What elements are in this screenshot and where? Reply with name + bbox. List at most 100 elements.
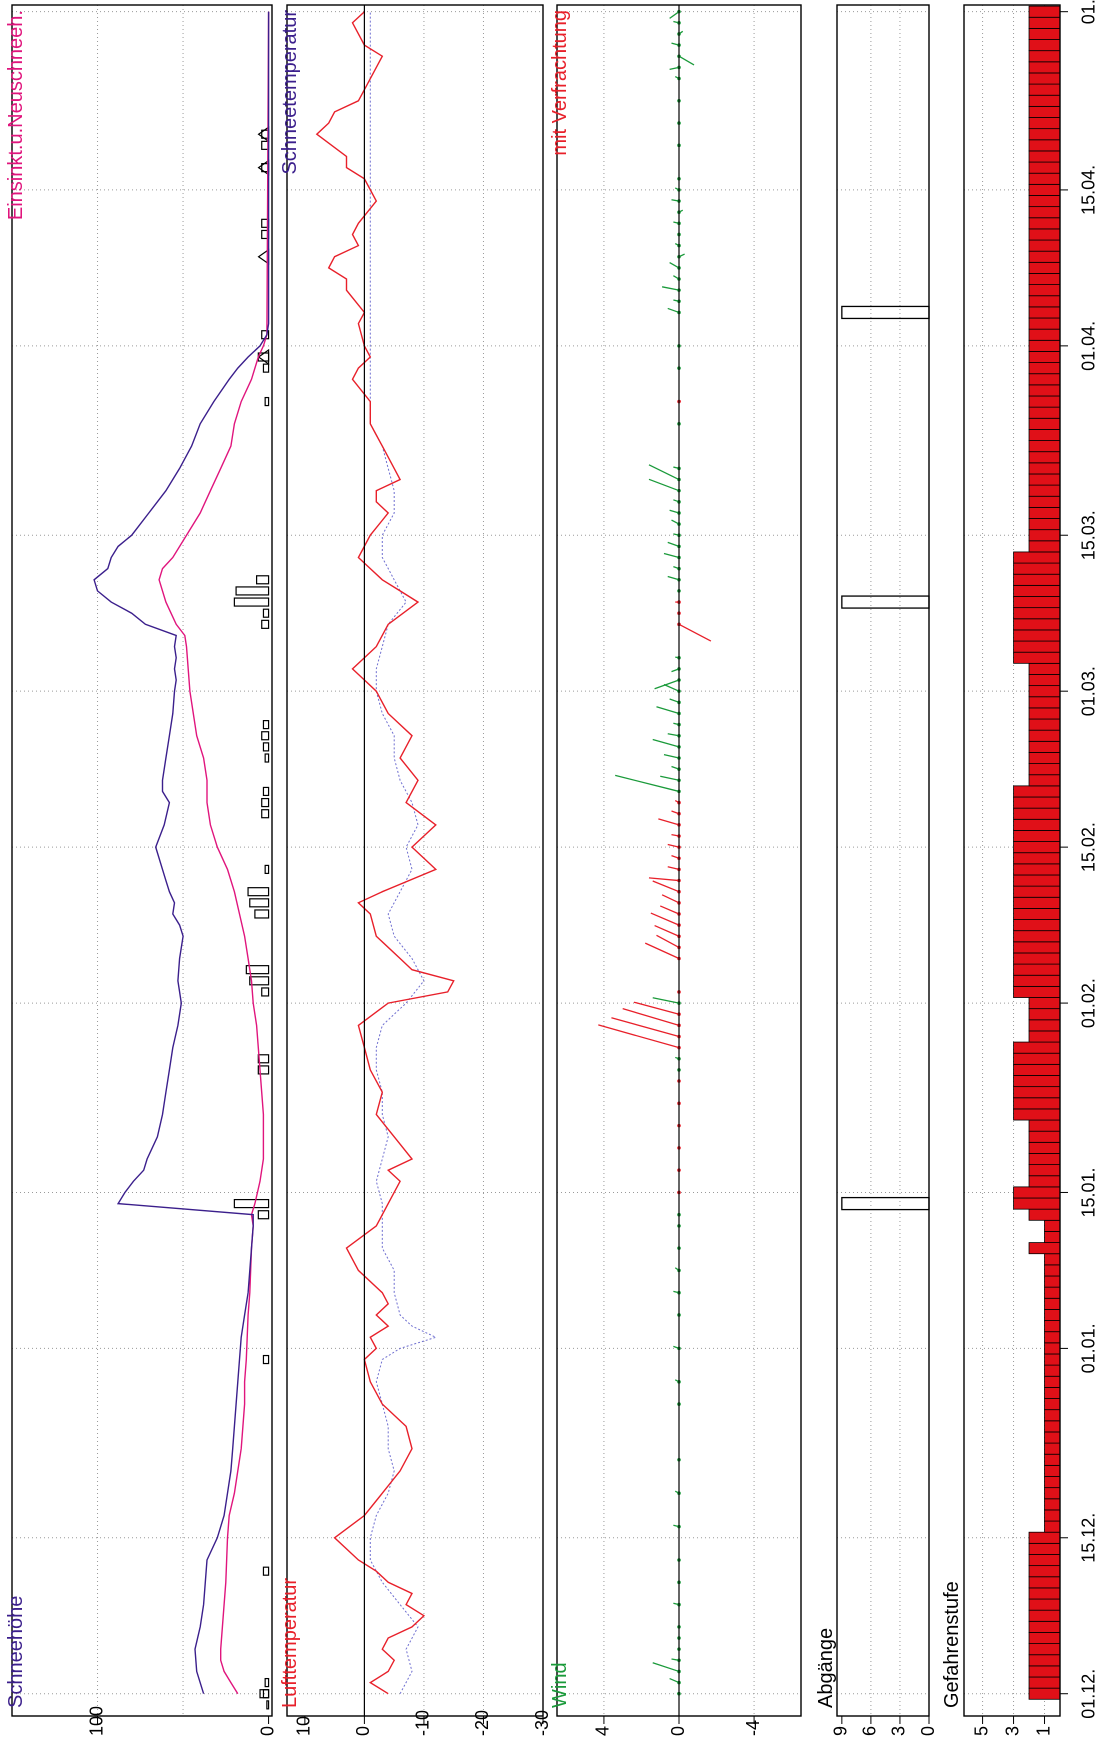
snow-panel-frame bbox=[11, 4, 273, 1717]
snow-new-bar bbox=[257, 1210, 270, 1220]
snow-new-bar bbox=[257, 1065, 270, 1075]
wind-vector bbox=[669, 698, 680, 703]
danger-level-bar bbox=[1028, 451, 1061, 464]
value-tick-label: -10 bbox=[413, 1710, 433, 1736]
date-tick-label: 15.12. bbox=[1079, 1513, 1099, 1563]
danger-level-bar bbox=[1028, 273, 1061, 285]
danger-level-bar bbox=[1013, 573, 1061, 586]
danger-level-bar bbox=[1013, 907, 1061, 920]
danger-level-bar bbox=[1044, 1487, 1061, 1500]
danger-level-bar bbox=[1028, 429, 1061, 441]
danger-level-bar bbox=[1028, 128, 1061, 141]
snow-new-bar bbox=[264, 753, 270, 763]
snow-marker-triangle bbox=[257, 348, 270, 366]
snow-new-bar bbox=[262, 363, 270, 373]
wind-vector bbox=[669, 11, 680, 19]
danger-level-bar bbox=[1028, 105, 1061, 118]
danger-level-bar bbox=[1028, 685, 1061, 698]
wind-vector bbox=[659, 905, 680, 915]
danger-level-bar bbox=[1028, 1665, 1061, 1678]
danger-level-bar bbox=[1028, 183, 1061, 196]
value-tick-label: 0 bbox=[918, 1726, 938, 1736]
snow-new-bar bbox=[261, 987, 270, 997]
danger-level-bar bbox=[1028, 217, 1061, 230]
danger-level-bar bbox=[1028, 707, 1061, 720]
danger-level-bar bbox=[1028, 729, 1061, 742]
danger-level-bar bbox=[1028, 1242, 1061, 1255]
danger-level-bar bbox=[1013, 1063, 1061, 1076]
wind-vector bbox=[611, 1017, 680, 1038]
danger-level-bar bbox=[1044, 1464, 1061, 1477]
snow-marker-triangle bbox=[257, 126, 270, 143]
danger-level-bar bbox=[1028, 239, 1061, 252]
date-tick-label: 01.02. bbox=[1079, 978, 1099, 1028]
danger-panel-frame bbox=[963, 4, 1061, 1717]
danger-level-bar bbox=[1028, 362, 1061, 375]
wind-vector bbox=[674, 1379, 680, 1383]
wind-vector bbox=[663, 754, 680, 759]
wind-vector bbox=[673, 275, 680, 280]
danger-level-bar bbox=[1028, 1632, 1061, 1644]
snow-new-bar bbox=[266, 1700, 270, 1710]
danger-level-bar bbox=[1028, 94, 1061, 107]
danger-level-bar bbox=[1028, 997, 1061, 1010]
danger-level-bar bbox=[1028, 317, 1061, 330]
date-tick-label: 01. bbox=[1079, 0, 1099, 24]
temperature-panel-frame bbox=[286, 4, 544, 1717]
wind-vector bbox=[663, 683, 680, 692]
snow-new-bar bbox=[262, 1566, 270, 1576]
value-tick-label: 3 bbox=[889, 1726, 909, 1736]
wind-vector bbox=[633, 1001, 680, 1015]
temperature-right-title: Schneetemperatur bbox=[279, 10, 301, 175]
wind-vector bbox=[673, 499, 680, 503]
danger-level-bar bbox=[1013, 1097, 1061, 1110]
date-tick-label: 15.03. bbox=[1079, 510, 1099, 560]
danger-level-bar bbox=[1028, 1598, 1061, 1611]
danger-level-bar bbox=[1028, 351, 1061, 363]
danger-level-bar bbox=[1028, 1175, 1061, 1188]
danger-title: Gefahrenstufe bbox=[941, 1581, 963, 1708]
danger-level-bar bbox=[1028, 83, 1061, 96]
wind-vector bbox=[678, 30, 684, 35]
danger-level-bar bbox=[1028, 696, 1061, 709]
wind-vector bbox=[678, 253, 685, 258]
wind-vector bbox=[661, 894, 680, 904]
avalanches-title: Abgänge bbox=[815, 1628, 837, 1708]
danger-level-bar bbox=[1028, 529, 1061, 542]
danger-level-bar bbox=[1013, 985, 1061, 998]
danger-level-bar bbox=[1028, 752, 1061, 764]
wind-vector bbox=[674, 1267, 680, 1271]
danger-level-bar bbox=[1013, 1041, 1061, 1054]
danger-level-bar bbox=[1013, 1075, 1061, 1088]
danger-level-bar bbox=[1028, 172, 1061, 185]
wind-vector bbox=[673, 466, 680, 470]
danger-level-bar bbox=[1028, 384, 1061, 397]
danger-level-bar bbox=[1028, 440, 1061, 453]
danger-level-bar bbox=[1044, 1409, 1061, 1422]
danger-level-bar bbox=[1013, 562, 1061, 575]
value-tick-label: 5 bbox=[971, 1726, 991, 1736]
wind-vector bbox=[671, 765, 680, 770]
snow-left-title: Schneehöhe bbox=[5, 1596, 27, 1708]
danger-level-bar bbox=[1028, 1164, 1061, 1177]
danger-level-bar bbox=[1044, 1320, 1061, 1333]
danger-level-bar bbox=[1028, 1609, 1061, 1622]
danger-level-bar bbox=[1013, 1186, 1061, 1199]
danger-level-bar bbox=[1013, 952, 1061, 965]
danger-level-bar bbox=[1013, 919, 1061, 932]
snow-right-title: Einsinkt.u.Neuschneeh. bbox=[5, 10, 27, 220]
danger-level-bar bbox=[1028, 473, 1061, 486]
wind-vector bbox=[671, 199, 680, 202]
danger-level-bar bbox=[1013, 796, 1061, 809]
wind-vector bbox=[675, 1056, 680, 1060]
danger-level-bar bbox=[1013, 874, 1061, 887]
wind-vector bbox=[671, 854, 680, 859]
wind-vector bbox=[615, 774, 680, 793]
snow-new-bar bbox=[256, 575, 270, 585]
danger-level-bar bbox=[1028, 1620, 1061, 1633]
danger-level-bar bbox=[1044, 1353, 1061, 1366]
wind-vector bbox=[673, 533, 680, 536]
danger-level-bar bbox=[1028, 1153, 1061, 1166]
date-tick-label: 01.04. bbox=[1079, 321, 1099, 371]
